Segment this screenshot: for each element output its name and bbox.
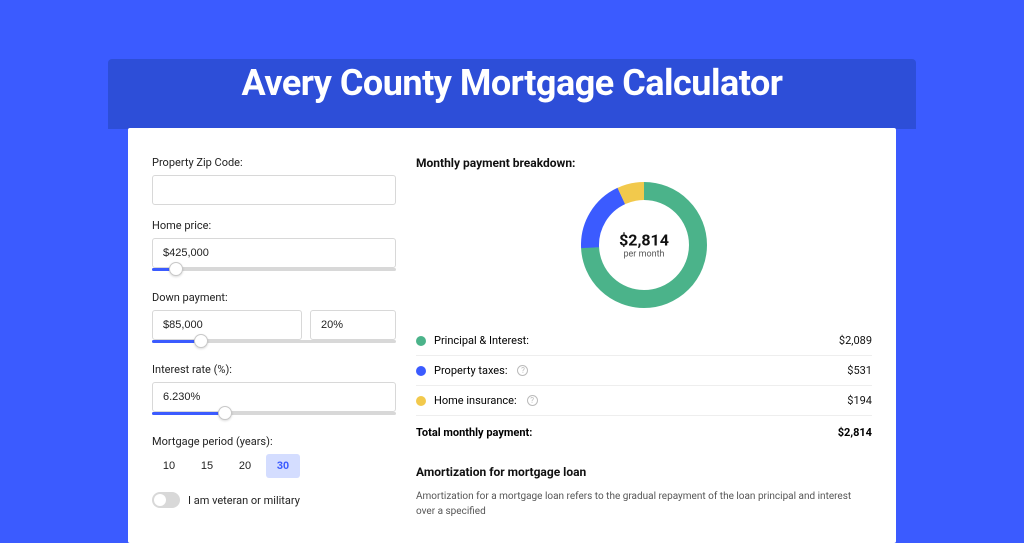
form-column: Property Zip Code: Home price: Down paym…: [152, 156, 396, 519]
down-payment-pct-input[interactable]: [310, 310, 396, 340]
down-payment-slider[interactable]: [152, 340, 396, 343]
legend-left: Principal & Interest:: [416, 334, 529, 347]
veteran-toggle[interactable]: [152, 492, 180, 508]
amortization-text: Amortization for a mortgage loan refers …: [416, 489, 872, 519]
period-field: Mortgage period (years): 10152030: [152, 435, 396, 478]
donut-wrap: $2,814 per month: [416, 182, 872, 308]
donut-amount: $2,814: [619, 231, 669, 250]
home-price-slider-thumb[interactable]: [169, 262, 183, 276]
home-price-label: Home price:: [152, 219, 396, 232]
veteran-row: I am veteran or military: [152, 492, 396, 508]
payment-donut-chart: $2,814 per month: [581, 182, 707, 308]
interest-slider-fill: [152, 412, 225, 415]
total-row: Total monthly payment: $2,814: [416, 415, 872, 451]
legend-row: Principal & Interest: $2,089: [416, 326, 872, 355]
home-price-field: Home price:: [152, 219, 396, 271]
legend-value: $2,089: [839, 334, 872, 347]
legend-left: Home insurance:?: [416, 394, 538, 407]
period-options: 10152030: [152, 454, 396, 478]
zip-input[interactable]: [152, 175, 396, 205]
breakdown-column: Monthly payment breakdown: $2,814 per mo…: [416, 156, 872, 519]
interest-field: Interest rate (%):: [152, 363, 396, 415]
legend-row: Property taxes:? $531: [416, 355, 872, 385]
legend: Principal & Interest: $2,089 Property taxe…: [416, 326, 872, 415]
down-payment-label: Down payment:: [152, 291, 396, 304]
donut-center: $2,814 per month: [619, 231, 669, 260]
total-label: Total monthly payment:: [416, 426, 532, 439]
down-payment-slider-thumb[interactable]: [194, 334, 208, 348]
veteran-label: I am veteran or military: [188, 494, 300, 507]
legend-row: Home insurance:? $194: [416, 385, 872, 415]
info-icon[interactable]: ?: [527, 395, 538, 406]
page-title: Avery County Mortgage Calculator: [0, 62, 1024, 104]
breakdown-title: Monthly payment breakdown:: [416, 156, 872, 170]
legend-value: $194: [847, 394, 872, 407]
zip-label: Property Zip Code:: [152, 156, 396, 169]
donut-sub: per month: [619, 250, 669, 260]
interest-input[interactable]: [152, 382, 396, 412]
legend-dot: [416, 336, 426, 346]
interest-slider[interactable]: [152, 412, 396, 415]
home-price-slider[interactable]: [152, 268, 396, 271]
legend-label: Principal & Interest:: [434, 334, 529, 347]
period-btn-15[interactable]: 15: [190, 454, 224, 478]
total-value: $2,814: [838, 426, 872, 439]
home-price-input[interactable]: [152, 238, 396, 268]
amortization-title: Amortization for mortgage loan: [416, 465, 872, 479]
down-payment-input[interactable]: [152, 310, 302, 340]
period-btn-20[interactable]: 20: [228, 454, 262, 478]
interest-label: Interest rate (%):: [152, 363, 396, 376]
period-label: Mortgage period (years):: [152, 435, 396, 448]
legend-value: $531: [847, 364, 872, 377]
zip-field: Property Zip Code:: [152, 156, 396, 205]
legend-dot: [416, 396, 426, 406]
down-payment-field: Down payment:: [152, 291, 396, 343]
info-icon[interactable]: ?: [517, 365, 528, 376]
legend-dot: [416, 366, 426, 376]
period-btn-10[interactable]: 10: [152, 454, 186, 478]
interest-slider-thumb[interactable]: [218, 406, 232, 420]
period-btn-30[interactable]: 30: [266, 454, 300, 478]
calculator-card: Property Zip Code: Home price: Down paym…: [128, 128, 896, 543]
legend-label: Home insurance:: [434, 394, 517, 407]
legend-label: Property taxes:: [434, 364, 507, 377]
legend-left: Property taxes:?: [416, 364, 528, 377]
